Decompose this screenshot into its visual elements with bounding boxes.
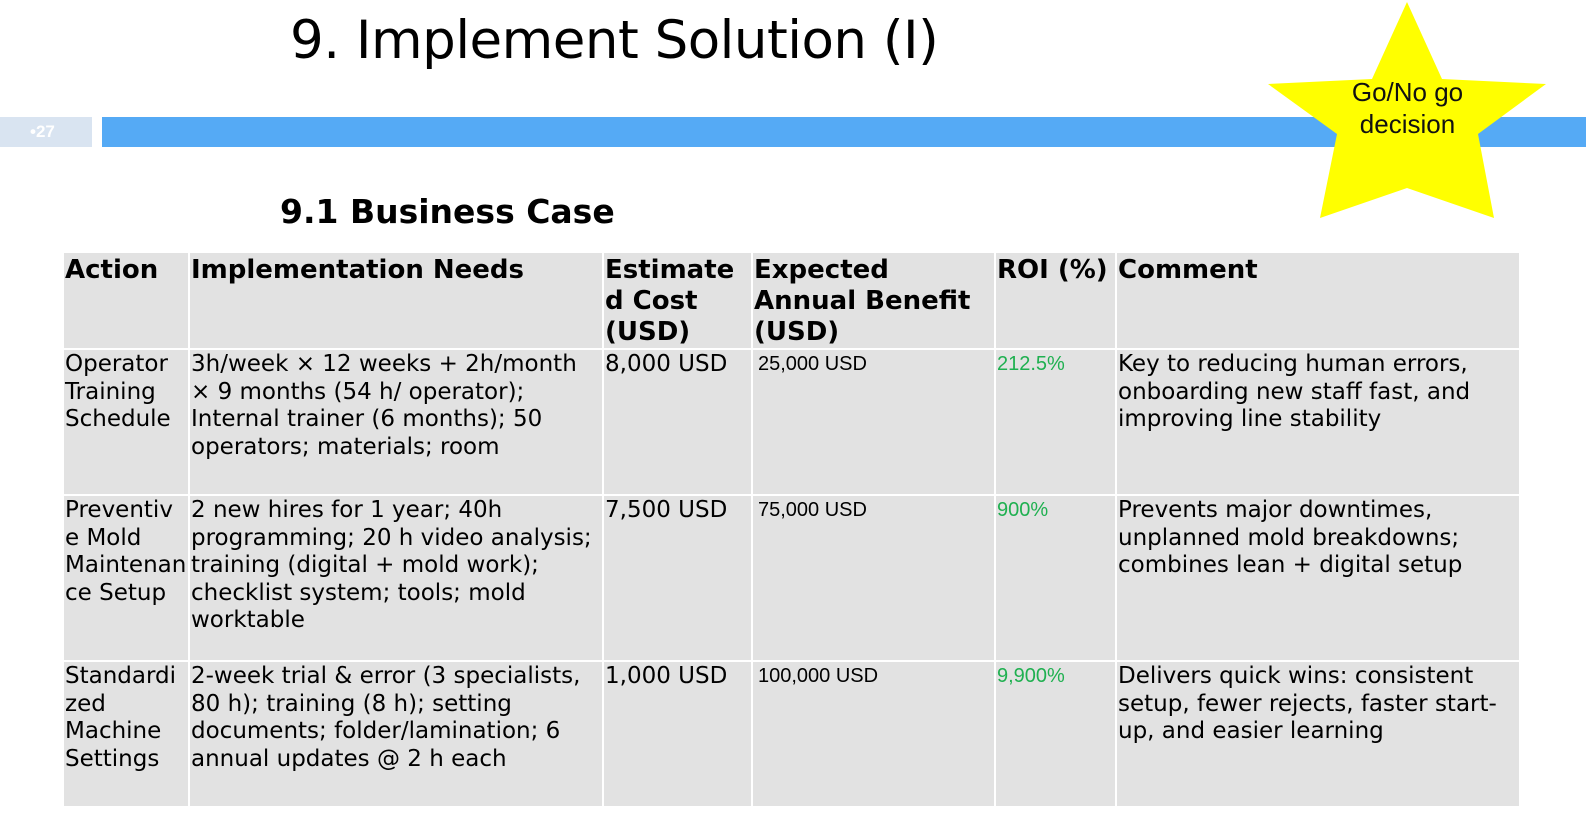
callout-line-1: Go/No go [1351, 77, 1464, 107]
header-action: Action [62, 251, 190, 350]
header-benefit: Expected Annual Benefit (USD) [751, 251, 996, 350]
table-row: Preventive Mold Maintenance Setup 2 new … [62, 494, 1521, 662]
slide-number: •27 [0, 117, 92, 147]
cell-roi: 9,900% [994, 660, 1117, 808]
cell-action: Preventive Mold Maintenance Setup [62, 494, 190, 662]
cell-comment: Prevents major downtimes, unplanned mold… [1115, 494, 1521, 662]
cell-cost: 7,500 USD [602, 494, 753, 662]
go-no-go-callout: Go/No go decision [1265, 0, 1550, 222]
cell-benefit: 100,000 USD [751, 660, 996, 808]
section-subtitle: 9.1 Business Case [280, 192, 615, 231]
cell-needs: 2-week trial & error (3 specialists, 80 … [188, 660, 604, 808]
header-comment: Comment [1115, 251, 1521, 350]
table-row: Standardized Machine Settings 2-week tri… [62, 660, 1521, 808]
cell-comment: Key to reducing human errors, onboarding… [1115, 348, 1521, 496]
cell-benefit: 25,000 USD [751, 348, 996, 496]
cell-comment: Delivers quick wins: consistent setup, f… [1115, 660, 1521, 808]
cell-cost: 1,000 USD [602, 660, 753, 808]
cell-benefit: 75,000 USD [751, 494, 996, 662]
callout-line-2: decision [1359, 109, 1456, 139]
slide-title: 9. Implement Solution (I) [290, 10, 939, 71]
cell-needs: 2 new hires for 1 year; 40h programming;… [188, 494, 604, 662]
header-needs: Implementation Needs [188, 251, 604, 350]
cell-action: Standardized Machine Settings [62, 660, 190, 808]
cell-roi: 212.5% [994, 348, 1117, 496]
business-case-table: Action Implementation Needs Estimated Co… [62, 251, 1521, 808]
table-row: Operator Training Schedule 3h/week × 12 … [62, 348, 1521, 496]
cell-needs: 3h/week × 12 weeks + 2h/month × 9 months… [188, 348, 604, 496]
cell-roi: 900% [994, 494, 1117, 662]
header-roi: ROI (%) [994, 251, 1117, 350]
table-header-row: Action Implementation Needs Estimated Co… [62, 251, 1521, 350]
star-shape [1268, 2, 1546, 218]
cell-action: Operator Training Schedule [62, 348, 190, 496]
cell-cost: 8,000 USD [602, 348, 753, 496]
header-cost: Estimated Cost (USD) [602, 251, 753, 350]
